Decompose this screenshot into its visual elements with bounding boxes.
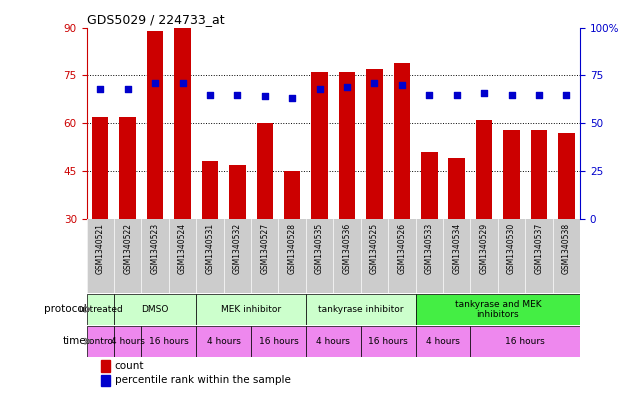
Text: GSM1340525: GSM1340525 xyxy=(370,223,379,274)
Point xyxy=(287,95,297,101)
Text: GSM1340534: GSM1340534 xyxy=(452,223,462,274)
Point xyxy=(122,86,133,92)
Text: 4 hours: 4 hours xyxy=(317,337,350,346)
Text: GSM1340533: GSM1340533 xyxy=(425,223,434,274)
Text: GSM1340530: GSM1340530 xyxy=(507,223,516,274)
Bar xyxy=(306,326,361,356)
Bar xyxy=(114,326,142,356)
Bar xyxy=(339,72,355,219)
Text: GDS5029 / 224733_at: GDS5029 / 224733_at xyxy=(87,13,224,26)
Bar xyxy=(470,326,580,356)
Text: 16 hours: 16 hours xyxy=(149,337,188,346)
Point xyxy=(342,84,352,90)
Bar xyxy=(119,117,136,219)
Bar xyxy=(558,133,574,219)
Bar xyxy=(394,62,410,219)
Bar xyxy=(251,326,306,356)
Text: GSM1340532: GSM1340532 xyxy=(233,223,242,274)
Bar xyxy=(476,120,492,219)
Point xyxy=(534,91,544,97)
Bar xyxy=(415,326,470,356)
Text: untreated: untreated xyxy=(78,305,122,314)
Bar xyxy=(421,152,438,219)
Text: count: count xyxy=(115,361,144,371)
Bar xyxy=(92,117,108,219)
Point xyxy=(479,90,489,96)
Text: MEK inhibitor: MEK inhibitor xyxy=(221,305,281,314)
Text: 16 hours: 16 hours xyxy=(505,337,545,346)
Text: GSM1340526: GSM1340526 xyxy=(397,223,406,274)
Point xyxy=(178,80,188,86)
Text: GSM1340527: GSM1340527 xyxy=(260,223,269,274)
Text: 4 hours: 4 hours xyxy=(206,337,240,346)
Bar xyxy=(196,326,251,356)
Bar xyxy=(366,69,383,219)
Bar xyxy=(312,72,328,219)
Text: time: time xyxy=(63,336,87,346)
Text: 4 hours: 4 hours xyxy=(426,337,460,346)
Text: GSM1340528: GSM1340528 xyxy=(288,223,297,274)
Bar xyxy=(202,162,218,219)
Text: GSM1340523: GSM1340523 xyxy=(151,223,160,274)
Bar xyxy=(531,130,547,219)
Bar xyxy=(101,375,110,386)
Point xyxy=(95,86,105,92)
Point xyxy=(232,91,242,97)
Text: control: control xyxy=(85,337,116,346)
Bar xyxy=(142,326,196,356)
Text: GSM1340529: GSM1340529 xyxy=(479,223,488,274)
Text: GSM1340535: GSM1340535 xyxy=(315,223,324,274)
Text: 4 hours: 4 hours xyxy=(111,337,145,346)
Text: GSM1340524: GSM1340524 xyxy=(178,223,187,274)
Point xyxy=(205,91,215,97)
Text: GSM1340538: GSM1340538 xyxy=(562,223,571,274)
Bar xyxy=(87,326,114,356)
Text: DMSO: DMSO xyxy=(142,305,169,314)
Bar xyxy=(415,294,580,325)
Text: tankyrase inhibitor: tankyrase inhibitor xyxy=(318,305,403,314)
Bar xyxy=(306,294,415,325)
Point xyxy=(150,80,160,86)
Text: 16 hours: 16 hours xyxy=(369,337,408,346)
Point xyxy=(369,80,379,86)
Text: percentile rank within the sample: percentile rank within the sample xyxy=(115,375,290,386)
Bar xyxy=(229,165,246,219)
Bar xyxy=(361,326,415,356)
Bar xyxy=(284,171,301,219)
Bar xyxy=(256,123,273,219)
Point xyxy=(562,91,572,97)
Point xyxy=(424,91,435,97)
Text: GSM1340521: GSM1340521 xyxy=(96,223,104,274)
Bar xyxy=(87,294,114,325)
Text: 16 hours: 16 hours xyxy=(258,337,298,346)
Point xyxy=(506,91,517,97)
Point xyxy=(260,93,270,99)
Text: GSM1340537: GSM1340537 xyxy=(535,223,544,274)
Bar xyxy=(449,158,465,219)
Bar xyxy=(147,31,163,219)
Point xyxy=(451,91,462,97)
Bar xyxy=(196,294,306,325)
Text: GSM1340522: GSM1340522 xyxy=(123,223,132,274)
Point xyxy=(397,82,407,88)
Text: GSM1340536: GSM1340536 xyxy=(342,223,351,274)
Bar xyxy=(174,28,191,219)
Bar xyxy=(503,130,520,219)
Text: GSM1340531: GSM1340531 xyxy=(205,223,215,274)
Text: tankyrase and MEK
inhibitors: tankyrase and MEK inhibitors xyxy=(454,299,541,319)
Text: protocol: protocol xyxy=(44,304,87,314)
Bar xyxy=(101,360,110,371)
Bar xyxy=(114,294,196,325)
Point xyxy=(315,86,325,92)
